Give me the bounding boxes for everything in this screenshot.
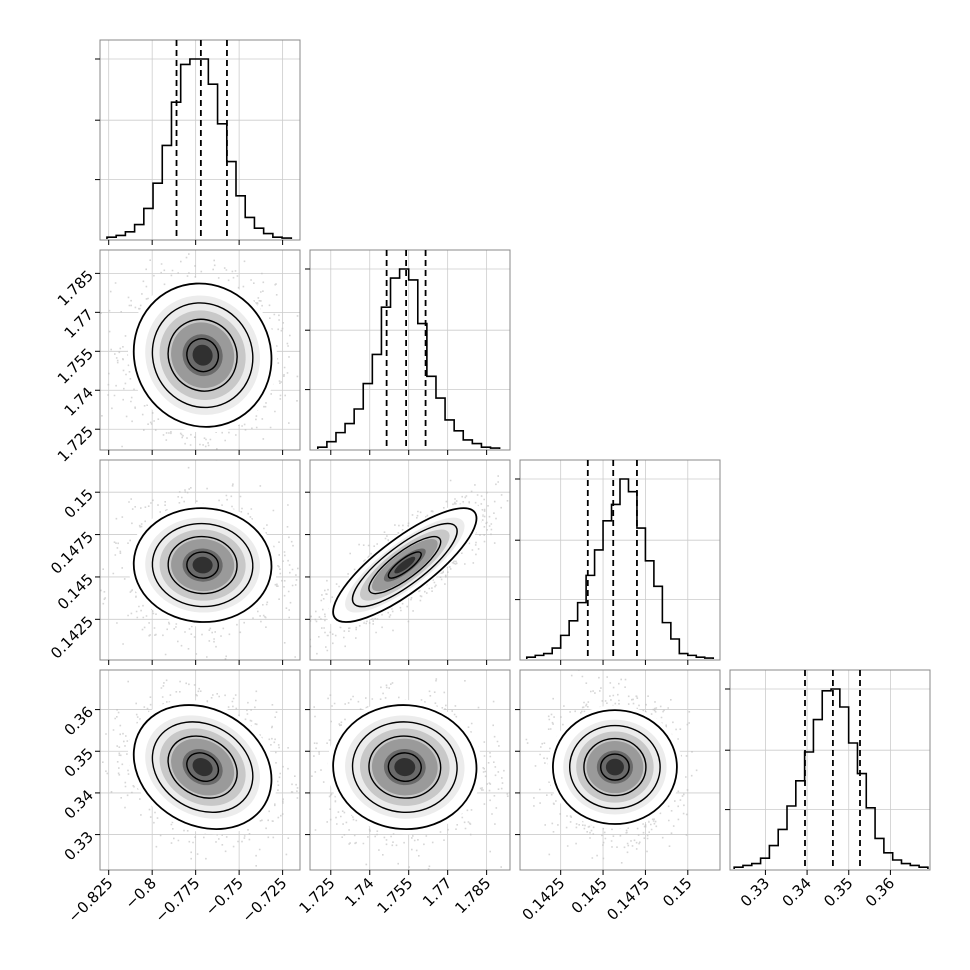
contour-3: [186, 752, 220, 782]
y-tick-label: 0.1425: [47, 613, 97, 663]
x-tick-label: −0.825: [65, 874, 117, 926]
density-panel-3-0: 0.330.340.350.36−0.825 −0.8−0.775−0.75−0.…: [61, 669, 301, 926]
x-tick-label: 1.74: [341, 874, 377, 910]
histogram-step: [525, 478, 715, 659]
x-tick-label: 1.77: [419, 874, 455, 910]
contour-3: [186, 338, 220, 373]
x-tick-label: 0.36: [862, 874, 898, 910]
density-level-5: [192, 758, 213, 777]
density-level-5: [192, 556, 213, 574]
x-tick-label: 0.1475: [603, 874, 653, 924]
contour-1: [569, 724, 661, 810]
contour-1: [351, 522, 458, 608]
density-panel-2-1: [305, 459, 511, 665]
panel-frame: [99, 669, 301, 871]
panel-frame: [309, 459, 511, 661]
contour-2: [167, 735, 238, 799]
contour-0: [332, 704, 478, 830]
contour-2: [167, 535, 238, 595]
y-tick-label: 0.1475: [47, 528, 97, 578]
contour-0: [132, 282, 273, 428]
contour-1: [151, 522, 254, 608]
histogram-step: [316, 268, 501, 449]
histogram-step: [106, 58, 293, 239]
x-tick-label: 0.35: [820, 874, 856, 910]
contour-1: [351, 721, 458, 813]
y-tick-label: 0.36: [61, 703, 97, 739]
x-tick-label: 0.34: [779, 874, 815, 910]
contour-0: [132, 704, 273, 830]
panel-contents: [310, 670, 510, 870]
panel-contents: [100, 670, 300, 870]
density-level-5: [394, 556, 416, 574]
density-level-5: [605, 758, 624, 776]
histogram-panel-2: [515, 459, 721, 665]
contour-2: [368, 735, 442, 799]
y-tick-label: 0.34: [61, 786, 97, 822]
x-tick-label: 0.1425: [519, 874, 569, 924]
x-tick-label: 1.755: [373, 874, 416, 917]
contour-0: [332, 507, 478, 623]
contour-3: [387, 551, 422, 579]
panel-frame: [729, 669, 931, 871]
x-tick-label: −0.725: [238, 874, 290, 926]
contour-3: [387, 752, 422, 782]
x-tick-label: 1.725: [296, 874, 339, 917]
panel-contents: [520, 670, 720, 870]
x-tick-label: 0.33: [737, 874, 773, 910]
panel-frame: [519, 669, 721, 871]
panels: 0.33 0.34 0.35 0.361.7251.741.7551.771.7850…: [47, 39, 931, 926]
x-tick-label: −0.8: [122, 874, 160, 912]
contour-0: [552, 709, 678, 825]
contour-2: [583, 737, 647, 797]
y-tick-label: 1.77: [61, 306, 97, 342]
panel-frame: [99, 459, 301, 661]
panel-frame: [309, 249, 511, 451]
histogram-panel-0: [95, 39, 301, 245]
contour-3: [186, 551, 220, 579]
histogram-panel-1: [305, 249, 511, 455]
x-tick-label: 1.785: [451, 874, 494, 917]
y-tick-label: 1.755: [54, 345, 97, 388]
y-tick-label: 0.35: [61, 745, 97, 781]
y-tick-label: 1.785: [54, 267, 97, 310]
contour-2: [368, 535, 442, 595]
histogram-step: [733, 688, 929, 869]
x-tick-label: 0.15: [659, 874, 695, 910]
contour-1: [151, 721, 254, 813]
contour-2: [167, 318, 238, 392]
contour-1: [151, 302, 254, 409]
panel-frame: [519, 459, 721, 661]
panel-contents: [100, 460, 300, 660]
y-tick-label: 0.33: [61, 828, 97, 864]
density-level-5: [394, 758, 416, 777]
panel-frame: [99, 249, 301, 451]
panel-contents: [100, 250, 300, 450]
y-tick-label: 1.74: [61, 384, 97, 420]
panel-frame: [309, 669, 511, 871]
density-level-5: [192, 344, 213, 366]
panel-contents: [310, 460, 510, 660]
x-tick-label: −0.775: [151, 874, 203, 926]
y-tick-label: 1.725: [54, 423, 97, 466]
contour-0: [132, 507, 273, 623]
histogram-panel-3: 0.33 0.34 0.35 0.36: [725, 669, 931, 910]
density-panel-3-1: 1.725 1.741.755 1.771.785: [296, 669, 511, 917]
contour-3: [600, 753, 630, 781]
y-tick-label: 0.15: [61, 485, 97, 521]
